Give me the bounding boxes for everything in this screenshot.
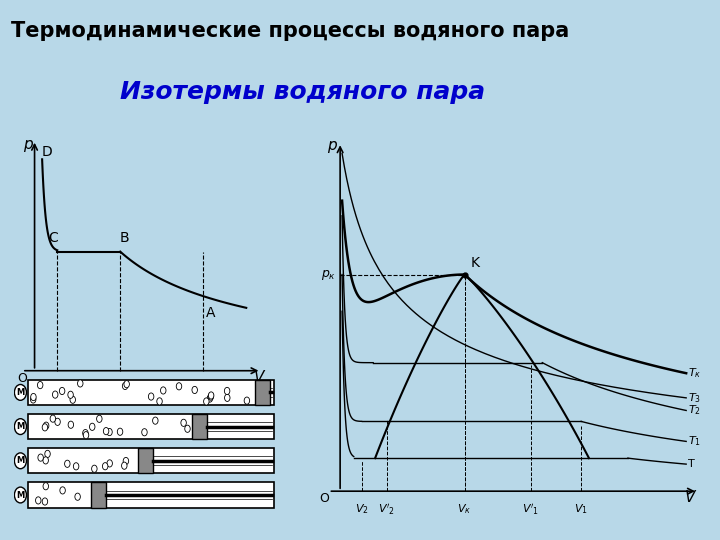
Text: $V_3$: $V_3$ [50,380,65,395]
Text: Изотермы водяного пара: Изотермы водяного пара [120,80,485,104]
Text: A: A [206,306,216,320]
Circle shape [107,428,112,436]
Circle shape [73,463,79,470]
Bar [28,482,274,508]
Circle shape [65,460,70,468]
Circle shape [75,493,81,501]
Text: $p_к$: $p_к$ [321,267,336,281]
Circle shape [208,393,214,400]
Circle shape [104,428,109,435]
Circle shape [45,450,50,457]
Bar [192,414,207,439]
Bar [28,448,274,474]
Circle shape [14,418,27,435]
Circle shape [185,425,190,433]
Circle shape [181,419,186,427]
Circle shape [161,387,166,394]
Bar [28,414,274,439]
Text: V: V [253,370,264,386]
Circle shape [14,453,27,469]
Circle shape [43,422,49,429]
Text: $V_2$: $V_2$ [112,380,128,395]
Circle shape [117,428,123,435]
Circle shape [176,383,181,390]
Circle shape [37,381,43,389]
Text: O: O [320,492,330,505]
Text: $T_2$: $T_2$ [688,403,701,417]
Text: $V_2$: $V_2$ [355,502,369,516]
Circle shape [204,398,209,405]
Circle shape [35,497,41,504]
Circle shape [142,429,147,436]
Text: $V'_2$: $V'_2$ [378,502,395,517]
Circle shape [122,462,127,469]
Text: Термодинамические процессы водяного пара: Термодинамические процессы водяного пара [11,21,569,41]
Text: K: K [470,256,480,270]
Circle shape [192,386,197,394]
Text: $V_к$: $V_к$ [457,502,472,516]
Circle shape [50,415,55,422]
Circle shape [123,457,129,464]
Text: M: M [17,490,24,500]
Circle shape [55,418,60,426]
Circle shape [153,417,158,424]
Bar [28,380,274,405]
Circle shape [124,381,130,388]
Circle shape [96,415,102,422]
Text: $T_3$: $T_3$ [688,391,701,405]
Circle shape [148,393,154,400]
Text: T: T [688,459,695,469]
Circle shape [42,424,48,431]
Circle shape [102,463,108,470]
Text: $V_1$: $V_1$ [575,502,588,516]
Text: V: V [685,490,696,505]
Bar [255,380,270,405]
Circle shape [83,429,88,437]
Circle shape [107,460,112,467]
Circle shape [244,397,250,404]
Circle shape [53,391,58,398]
Circle shape [208,392,214,399]
Text: M: M [17,422,24,431]
Circle shape [43,457,48,464]
Circle shape [59,387,65,395]
Circle shape [42,498,48,505]
Circle shape [225,394,230,401]
Circle shape [225,387,230,395]
Circle shape [60,487,66,494]
Text: $V_1$: $V_1$ [196,380,211,395]
Text: B: B [120,231,129,245]
Text: C: C [48,231,58,245]
Text: $V'_1$: $V'_1$ [522,502,539,517]
Circle shape [157,398,162,405]
Circle shape [68,391,73,399]
Circle shape [70,396,76,403]
Circle shape [122,382,128,389]
Circle shape [30,396,36,403]
Circle shape [68,421,73,428]
Circle shape [14,384,27,400]
Bar [91,482,106,508]
Text: $T_к$: $T_к$ [688,366,701,380]
Text: O: O [17,372,27,384]
Text: M: M [17,388,24,397]
Text: p: p [24,137,33,152]
Circle shape [38,454,43,461]
Circle shape [91,465,97,472]
Text: $T_1$: $T_1$ [688,435,701,448]
Circle shape [89,423,95,430]
Bar [138,448,153,474]
Circle shape [14,487,27,503]
Circle shape [43,483,48,490]
Text: p: p [327,138,336,153]
Circle shape [31,394,36,401]
Circle shape [84,431,89,439]
Circle shape [78,380,83,387]
Text: M: M [17,456,24,465]
Text: D: D [42,145,53,159]
Circle shape [207,395,212,402]
